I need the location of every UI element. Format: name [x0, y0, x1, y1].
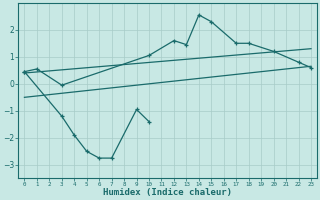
X-axis label: Humidex (Indice chaleur): Humidex (Indice chaleur)	[103, 188, 232, 197]
